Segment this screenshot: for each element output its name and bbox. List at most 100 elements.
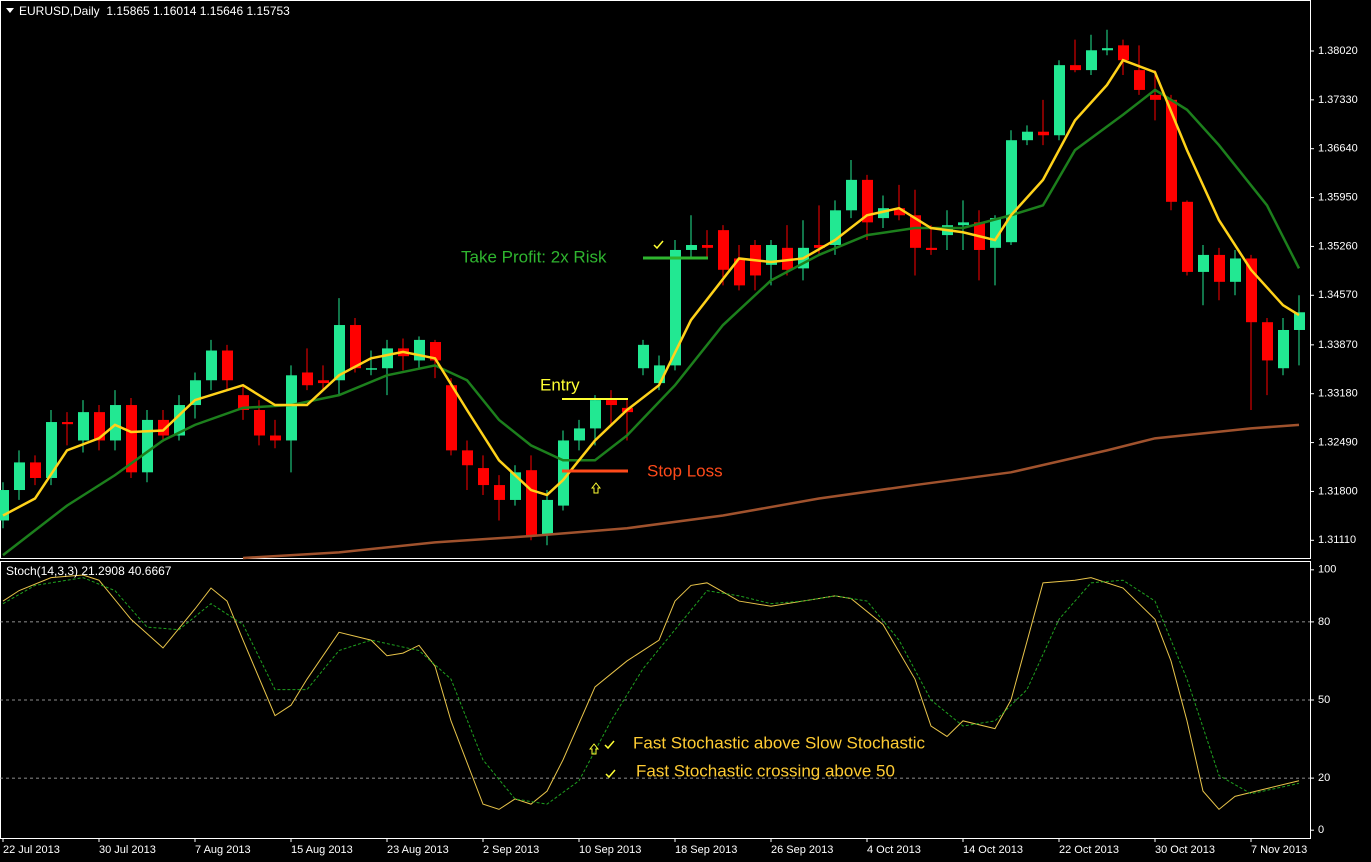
candle-body: [494, 485, 505, 500]
up-arrow-icon: [588, 743, 600, 755]
candle-body: [734, 258, 745, 286]
candle-body: [94, 412, 105, 441]
candle-body: [14, 462, 25, 491]
candle-body: [830, 210, 841, 246]
candle-body: [366, 368, 377, 370]
candle-body: [926, 247, 937, 250]
x-tick-label: 30 Jul 2013: [99, 844, 156, 856]
y-tick-label: 1.34570: [1318, 289, 1358, 301]
candle-body: [1246, 258, 1257, 323]
candle-body: [62, 422, 73, 425]
candle-body: [878, 208, 889, 219]
candle-body: [78, 412, 89, 441]
entry-label: Entry: [540, 375, 580, 394]
y-tick-label: 50: [1318, 694, 1330, 706]
candle-body: [718, 230, 729, 270]
candle-body: [894, 208, 905, 216]
candle-body: [142, 419, 153, 473]
candle-body: [862, 179, 873, 223]
y-tick-label: 1.36640: [1318, 143, 1358, 155]
candle-body: [350, 325, 361, 369]
x-tick-label: 22 Oct 2013: [1059, 844, 1119, 856]
candle-body: [638, 344, 649, 369]
x-tick-label: 18 Sep 2013: [675, 844, 737, 856]
y-tick-label: 1.31800: [1318, 485, 1358, 497]
y-tick-label: 100: [1318, 564, 1336, 576]
check-icon: [653, 240, 664, 250]
x-tick-label: 15 Aug 2013: [291, 844, 353, 856]
plot-area: 1.38020 1.37330 1.36640 1.35950 1.35260 1.345…: [0, 29, 1358, 856]
x-tick-label: 26 Sep 2013: [771, 844, 833, 856]
candle-body: [1102, 48, 1113, 51]
candle-body: [126, 405, 137, 473]
candle-body: [222, 350, 233, 381]
check-icon: [604, 740, 615, 750]
x-tick-label: 23 Aug 2013: [387, 844, 449, 856]
candle-body: [606, 400, 617, 406]
up-arrow-icon: [590, 482, 602, 494]
candle-body: [1070, 65, 1081, 71]
x-tick-label: 30 Oct 2013: [1155, 844, 1215, 856]
candle-body: [206, 350, 217, 381]
y-tick-label: 0: [1318, 824, 1324, 836]
candle-body: [238, 395, 249, 411]
candle-body: [1022, 131, 1033, 141]
candle-body: [1214, 254, 1225, 282]
y-tick-label: 1.33180: [1318, 388, 1358, 400]
indicator-line: [2, 88, 1301, 557]
candle-body: [334, 325, 345, 381]
candle-body: [30, 462, 41, 478]
candle-body: [254, 410, 265, 436]
candle-body: [574, 428, 585, 441]
indicator-line: [2, 574, 1300, 811]
take-profit-label: Take Profit: 2x Risk: [461, 247, 607, 266]
dropdown-icon: [6, 8, 14, 13]
candle-body: [1134, 70, 1145, 90]
candle-body: [1278, 329, 1289, 369]
candle-body: [382, 348, 393, 369]
candle-body: [702, 245, 713, 248]
candle-body: [1182, 201, 1193, 272]
y-tick-label: 1.32490: [1318, 436, 1358, 448]
y-tick-label: 1.38020: [1318, 45, 1358, 57]
candle-body: [910, 215, 921, 248]
candle-body: [446, 385, 457, 451]
candle-body: [814, 245, 825, 248]
stoch-title: Stoch(14,3,3) 21.2908 40.6667: [6, 564, 172, 578]
candle-body: [462, 450, 473, 466]
candle-body: [510, 472, 521, 500]
indicator-line: [2, 577, 1300, 805]
y-tick-label: 1.31110: [1318, 534, 1356, 546]
candle-body: [190, 380, 201, 406]
candle-body: [654, 365, 665, 384]
candle-body: [1054, 65, 1065, 136]
candle-body: [110, 405, 121, 441]
candle-body: [590, 400, 601, 429]
candle-body: [1230, 258, 1241, 282]
chart-header: EURUSD,Daily 1.15865 1.16014 1.15646 1.1…: [19, 4, 290, 18]
candle-body: [1198, 254, 1209, 272]
stop-loss-label: Stop Loss: [647, 461, 723, 480]
candle-body: [286, 375, 297, 441]
candle-body: [158, 419, 169, 436]
y-tick-label: 1.35260: [1318, 240, 1358, 252]
candle-body: [990, 218, 1001, 248]
candle-body: [686, 245, 697, 250]
indicator-line: [2, 58, 1300, 517]
candle-body: [846, 179, 857, 211]
x-tick-label: 14 Oct 2013: [963, 844, 1023, 856]
x-tick-label: 22 Jul 2013: [3, 844, 60, 856]
stoch-note: Fast Stochastic crossing above 50: [636, 761, 895, 780]
y-tick-label: 20: [1318, 772, 1330, 784]
candle-body: [318, 380, 329, 384]
x-tick-label: 7 Aug 2013: [195, 844, 251, 856]
candle-body: [1262, 322, 1273, 361]
candle-body: [782, 247, 793, 270]
candle-body: [958, 222, 969, 226]
candle-body: [1294, 312, 1305, 330]
x-tick-label: 7 Nov 2013: [1251, 844, 1307, 856]
candle-body: [670, 249, 681, 366]
